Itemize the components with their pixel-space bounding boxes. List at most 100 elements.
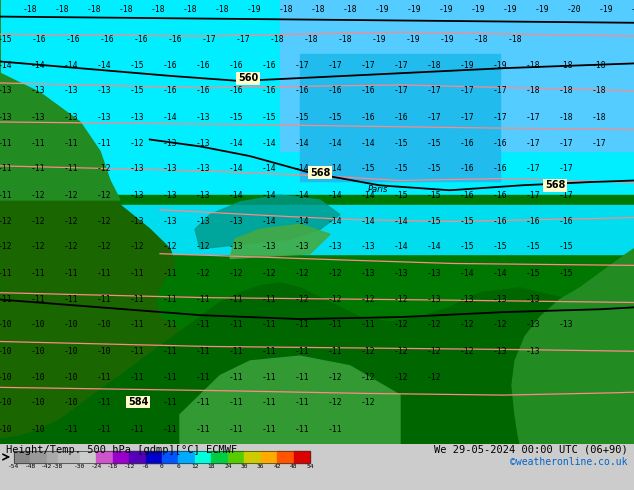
- Text: -15: -15: [295, 113, 309, 122]
- Text: -18: -18: [55, 5, 69, 14]
- Text: -14: -14: [262, 164, 276, 173]
- Text: -14: -14: [295, 139, 309, 148]
- Text: -11: -11: [97, 295, 112, 304]
- Text: -11: -11: [30, 164, 45, 173]
- Bar: [178, 451, 195, 463]
- Text: -18: -18: [343, 5, 358, 14]
- Text: -13: -13: [196, 191, 210, 199]
- Text: -13: -13: [196, 164, 210, 173]
- Text: -14: -14: [460, 269, 474, 278]
- Text: -19: -19: [406, 5, 422, 14]
- Text: -17: -17: [493, 86, 507, 95]
- Text: -18: -18: [526, 86, 540, 95]
- Text: 54: 54: [306, 464, 314, 469]
- Text: -19: -19: [247, 5, 261, 14]
- Text: -10: -10: [30, 373, 45, 382]
- Text: -12: -12: [328, 295, 342, 304]
- Text: -15: -15: [229, 113, 243, 122]
- Text: -14: -14: [394, 243, 408, 251]
- Text: -14: -14: [427, 243, 441, 251]
- Text: -54: -54: [8, 464, 20, 469]
- Text: -6: -6: [142, 464, 149, 469]
- Text: -13: -13: [130, 164, 145, 173]
- Bar: [294, 451, 310, 463]
- Text: -11: -11: [262, 373, 276, 382]
- Text: -14: -14: [361, 191, 375, 199]
- Text: -19: -19: [460, 61, 474, 70]
- Text: -12: -12: [361, 373, 375, 382]
- Text: -14: -14: [63, 61, 79, 70]
- Text: -18: -18: [559, 86, 573, 95]
- Text: -11: -11: [63, 269, 79, 278]
- Text: -14: -14: [262, 139, 276, 148]
- Bar: [58, 451, 80, 463]
- Text: -16: -16: [262, 61, 276, 70]
- Text: -11: -11: [0, 269, 12, 278]
- Text: -16: -16: [526, 217, 540, 226]
- Text: -19: -19: [470, 5, 485, 14]
- Text: -17: -17: [592, 139, 606, 148]
- Text: -17: -17: [202, 34, 216, 44]
- Text: -11: -11: [30, 139, 45, 148]
- Text: -15: -15: [0, 34, 12, 44]
- Text: -11: -11: [163, 320, 178, 329]
- Text: 18: 18: [207, 464, 215, 469]
- Text: -13: -13: [130, 217, 145, 226]
- Text: -15: -15: [427, 217, 441, 226]
- Text: -13: -13: [163, 164, 178, 173]
- Bar: [96, 451, 113, 463]
- Bar: [277, 451, 294, 463]
- Text: -48: -48: [25, 464, 36, 469]
- Bar: [195, 451, 211, 463]
- Text: -20: -20: [567, 5, 581, 14]
- Text: -11: -11: [97, 398, 112, 408]
- Text: -18: -18: [592, 113, 606, 122]
- Text: -11: -11: [229, 295, 243, 304]
- Bar: [244, 451, 261, 463]
- Text: -12: -12: [229, 269, 243, 278]
- Text: -13: -13: [63, 113, 79, 122]
- Text: -18: -18: [592, 86, 606, 95]
- Text: -14: -14: [295, 217, 309, 226]
- Text: -11: -11: [229, 373, 243, 382]
- Text: -13: -13: [394, 269, 408, 278]
- Text: -18: -18: [526, 61, 540, 70]
- Text: -12: -12: [361, 398, 375, 408]
- Text: -17: -17: [559, 191, 573, 199]
- Text: -11: -11: [97, 373, 112, 382]
- Text: -10: -10: [30, 425, 45, 434]
- Polygon shape: [230, 224, 330, 259]
- Text: -11: -11: [130, 295, 145, 304]
- Text: 24: 24: [224, 464, 231, 469]
- Text: -12: -12: [328, 398, 342, 408]
- Text: -12: -12: [361, 295, 375, 304]
- Text: -11: -11: [130, 347, 145, 356]
- Text: -13: -13: [0, 113, 12, 122]
- Text: -18: -18: [427, 61, 441, 70]
- Text: -11: -11: [97, 139, 112, 148]
- Text: We 29-05-2024 00:00 UTC (06+90): We 29-05-2024 00:00 UTC (06+90): [434, 445, 628, 455]
- Text: -16: -16: [32, 34, 46, 44]
- Text: -18: -18: [107, 464, 119, 469]
- Text: -11: -11: [229, 320, 243, 329]
- Text: -14: -14: [328, 164, 342, 173]
- Text: -16: -16: [196, 61, 210, 70]
- Text: -13: -13: [295, 243, 309, 251]
- Text: -16: -16: [295, 86, 309, 95]
- Text: -16: -16: [328, 86, 342, 95]
- Text: -12: -12: [0, 217, 12, 226]
- Text: -10: -10: [0, 398, 12, 408]
- Text: -12: -12: [262, 269, 276, 278]
- Text: 42: 42: [273, 464, 281, 469]
- Text: -11: -11: [262, 347, 276, 356]
- Text: -12: -12: [328, 373, 342, 382]
- Text: -10: -10: [63, 347, 79, 356]
- Text: -13: -13: [196, 217, 210, 226]
- Text: -16: -16: [394, 113, 408, 122]
- Bar: [280, 0, 634, 151]
- Text: -14: -14: [163, 113, 178, 122]
- Text: -18: -18: [269, 34, 284, 44]
- Text: -14: -14: [295, 191, 309, 199]
- Bar: [14, 451, 30, 463]
- Text: -11: -11: [196, 295, 210, 304]
